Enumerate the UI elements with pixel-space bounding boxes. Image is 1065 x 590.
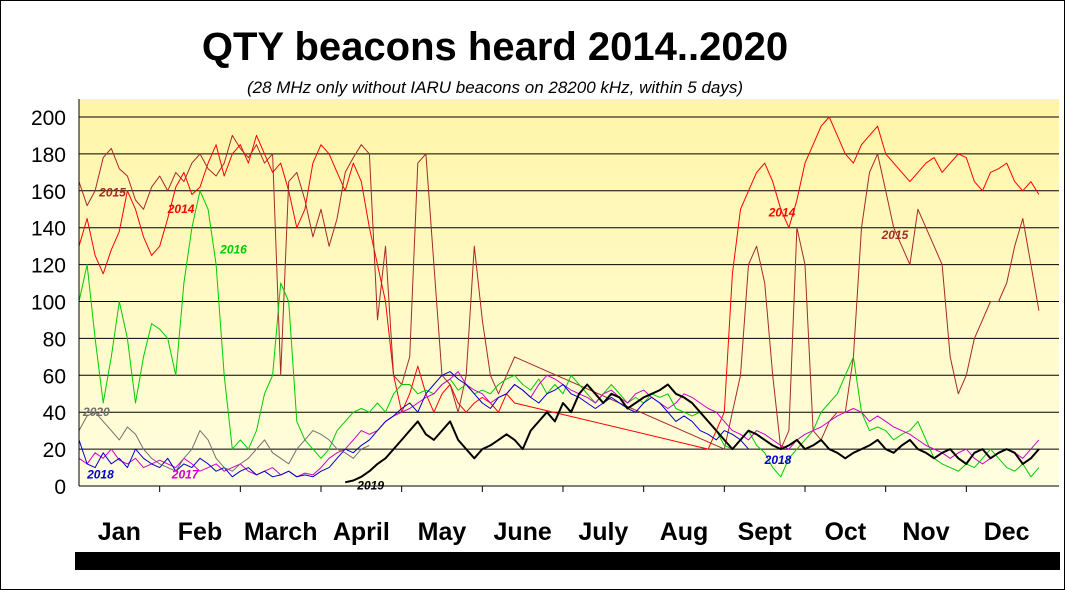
y-tick-label: 140 [31, 218, 66, 241]
y-axis-ticks: 0 20 40 60 80 100 120 140 160 180 200 [31, 107, 66, 499]
x-tick-label: May [418, 518, 467, 546]
x-tick-label: Nov [902, 518, 949, 546]
x-tick-label: March [244, 518, 318, 546]
series-line-2018 [78, 371, 749, 478]
x-tick-label: Dec [984, 518, 1030, 546]
series-label-2014: 2014 [167, 202, 195, 216]
x-tick-label: Oct [824, 518, 866, 546]
series-line-2014 [78, 116, 1040, 450]
y-tick-label: 120 [31, 255, 66, 278]
y-tick-label: 160 [31, 181, 66, 204]
axes [75, 99, 1060, 570]
series-label-2015: 2015 [881, 228, 909, 242]
series-line-2020 [78, 411, 370, 472]
series-lines [78, 116, 1040, 484]
x-tick-label: July [578, 518, 628, 546]
y-tick-label: 20 [43, 439, 66, 462]
series-line-2016 [78, 190, 1040, 478]
x-axis-ticks: Jan Feb March April May June July Aug Sept Oct Nov… [98, 486, 1030, 546]
x-tick-label: Aug [660, 518, 709, 546]
series-line-2019 [344, 383, 1040, 484]
series-label-2017: 2017 [171, 468, 200, 482]
grid [79, 116, 1059, 450]
x-tick-label: Sept [738, 518, 793, 546]
series-label-2015: 2015 [98, 185, 126, 199]
plot-area [79, 99, 1059, 486]
y-tick-label: 200 [31, 107, 66, 130]
y-tick-label: 80 [43, 328, 66, 351]
chart-title: QTY beacons heard 2014..2020 [202, 25, 788, 69]
x-tick-label: Feb [178, 518, 222, 546]
series-label-2014: 2014 [768, 206, 796, 220]
y-tick-label: 60 [43, 365, 66, 388]
series-label-2018: 2018 [86, 468, 114, 482]
y-tick-label: 0 [54, 476, 66, 499]
y-tick-label: 180 [31, 144, 66, 167]
series-label-2016: 2016 [219, 243, 247, 257]
bottom-band [75, 552, 1060, 570]
series-line-2015 [78, 134, 1040, 450]
x-tick-label: June [493, 518, 551, 546]
x-tick-label: Jan [98, 518, 141, 546]
chart-subtitle: (28 MHz only without IARU beacons on 282… [247, 78, 743, 97]
series-label-2020: 2020 [82, 405, 110, 419]
y-tick-label: 100 [31, 292, 66, 315]
y-tick-label: 40 [43, 402, 66, 425]
series-label-2018: 2018 [764, 453, 792, 467]
x-tick-label: April [333, 518, 390, 546]
